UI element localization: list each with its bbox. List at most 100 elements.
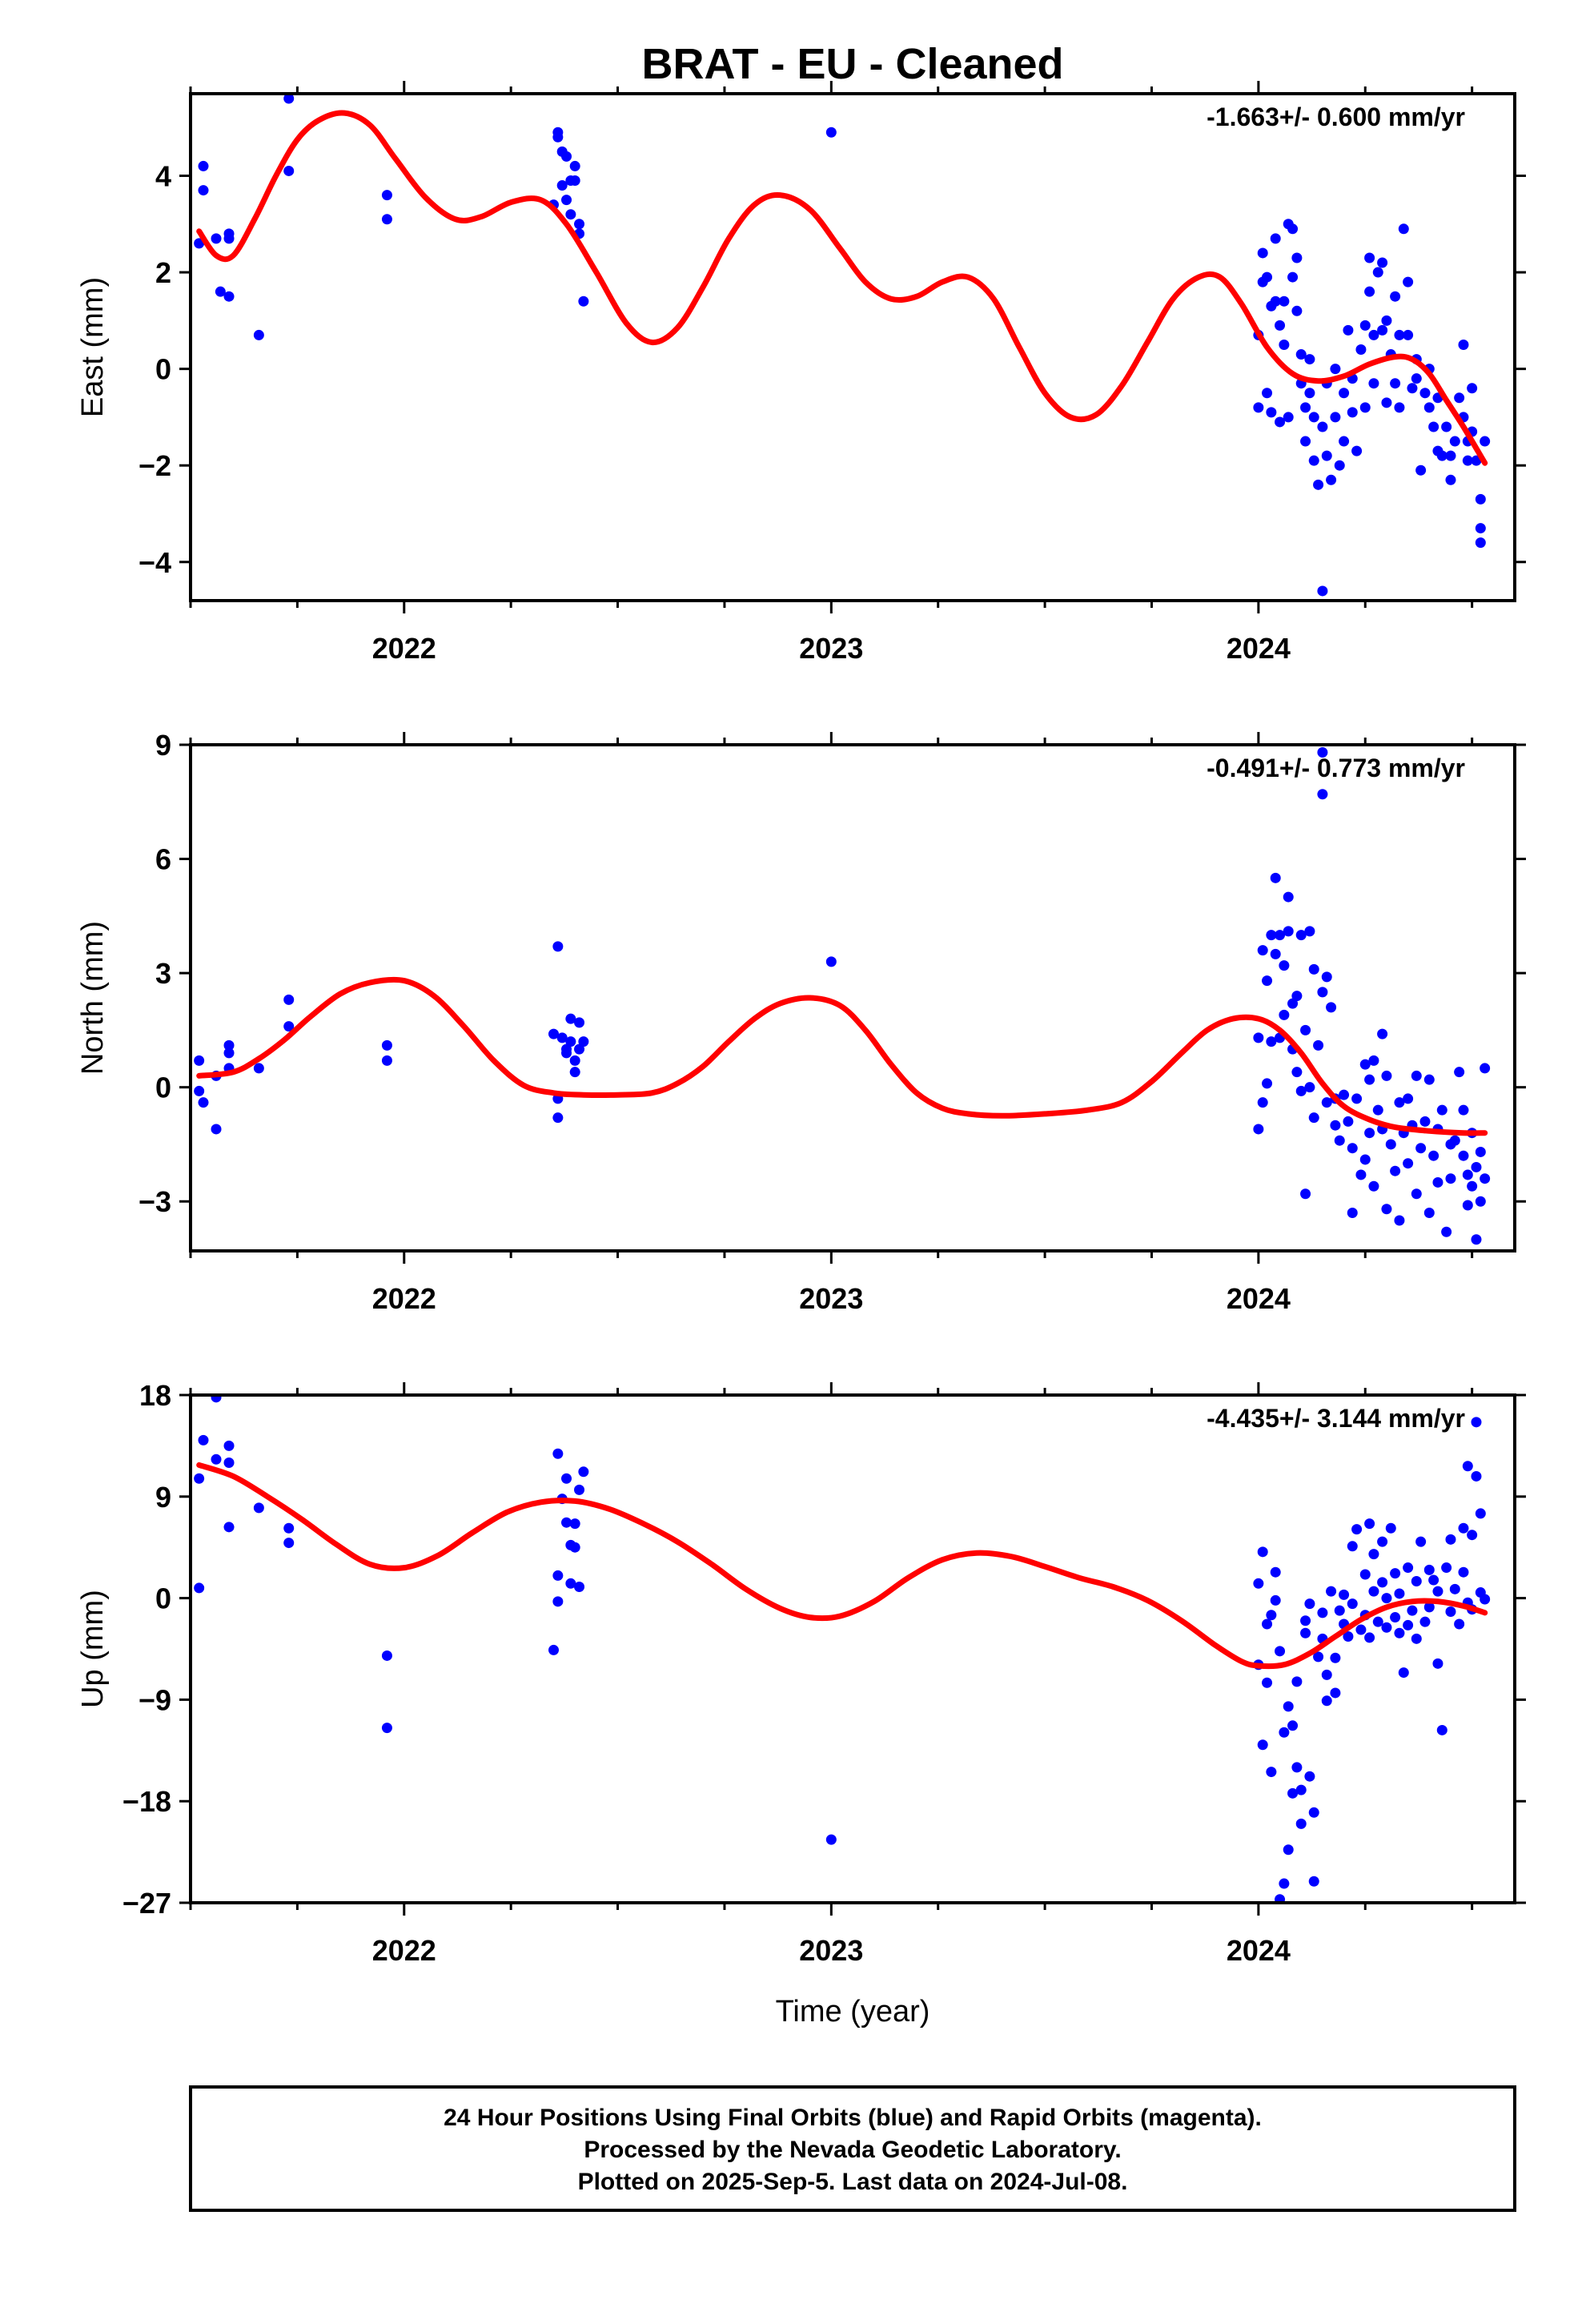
y-tick-label: 0 <box>155 353 171 386</box>
data-point <box>1377 1028 1388 1039</box>
figure-title: BRAT - EU - Cleaned <box>641 40 1063 88</box>
model-curve <box>196 110 1488 466</box>
data-point <box>1368 1549 1379 1560</box>
footer-box: 24 Hour Positions Using Final Orbits (bl… <box>189 2085 1516 2212</box>
data-point <box>1359 1569 1371 1580</box>
data-point <box>1432 1658 1443 1669</box>
x-tick-label: 2022 <box>372 1934 436 1967</box>
data-point <box>1368 329 1379 340</box>
data-point <box>1364 1632 1375 1643</box>
data-point <box>1291 991 1303 1002</box>
data-point <box>1462 1461 1473 1472</box>
data-point <box>211 233 222 244</box>
y-tick-label: −4 <box>139 546 171 579</box>
data-point <box>1295 1818 1307 1829</box>
data-point <box>1262 1677 1273 1688</box>
data-point <box>1262 388 1273 399</box>
plot-frame <box>189 92 1516 602</box>
y-tick-label: −2 <box>139 449 171 482</box>
data-point <box>1458 1522 1469 1534</box>
data-point <box>1449 1135 1460 1146</box>
data-point <box>1279 1878 1290 1889</box>
data-point <box>1480 1594 1491 1605</box>
data-point <box>1295 1784 1307 1795</box>
data-point <box>1381 1622 1392 1633</box>
data-point <box>1355 344 1367 356</box>
plot-area <box>194 1395 1491 1903</box>
data-point <box>1291 1762 1303 1773</box>
data-point <box>1326 1002 1337 1013</box>
plot-area <box>194 747 1491 1245</box>
y-tick-label: 9 <box>155 1481 171 1514</box>
data-point <box>1291 252 1303 263</box>
data-point <box>1347 1143 1358 1154</box>
data-point <box>1321 1695 1332 1707</box>
data-point <box>1347 1598 1358 1610</box>
data-point <box>1428 421 1439 432</box>
y-tick-label: 3 <box>155 957 171 990</box>
data-point <box>1454 392 1465 404</box>
data-point <box>565 209 576 220</box>
data-point <box>1428 1574 1439 1586</box>
data-point <box>1411 1633 1422 1644</box>
data-point <box>1390 378 1401 389</box>
data-point <box>1330 412 1341 423</box>
data-point <box>574 1484 585 1495</box>
data-point <box>1321 1097 1332 1108</box>
data-point <box>1262 1618 1273 1630</box>
data-point <box>1441 421 1452 432</box>
data-point <box>1403 329 1414 340</box>
data-point <box>1462 455 1473 466</box>
data-point <box>565 1036 576 1047</box>
data-point <box>1475 493 1486 505</box>
data-point <box>561 1047 572 1059</box>
y-tick-label: −3 <box>139 1185 171 1218</box>
data-point <box>223 1522 235 1533</box>
data-point <box>198 185 209 196</box>
data-point <box>1368 378 1379 389</box>
data-point <box>1372 267 1383 278</box>
data-point <box>556 1032 568 1043</box>
data-point <box>1445 450 1456 461</box>
panel-3: −27 −18 −9 0 9 18 2022 2023 2024 -4.435+/- 3.144 … <box>76 1379 1526 2028</box>
data-point <box>1364 252 1375 263</box>
panel-1: −4 −2 0 2 4 2022 2023 2024 -1.663+/- 0.600 mm/yr… <box>76 81 1526 665</box>
data-point <box>1287 1720 1299 1731</box>
data-point <box>1449 436 1460 447</box>
data-point <box>194 1055 205 1066</box>
data-point <box>552 131 564 143</box>
data-point <box>1467 1180 1478 1192</box>
data-point <box>1368 1180 1379 1192</box>
data-point <box>1377 324 1388 336</box>
data-point <box>1339 1589 1350 1600</box>
data-point <box>1270 1566 1281 1578</box>
data-point <box>1462 1169 1473 1180</box>
data-point <box>1283 926 1294 937</box>
data-point <box>1308 1112 1319 1124</box>
y-axis-label: North (mm) <box>76 921 110 1075</box>
data-point <box>1467 383 1478 394</box>
data-point <box>1308 455 1319 466</box>
data-point <box>1266 407 1277 418</box>
data-point <box>1394 1627 1405 1638</box>
data-point <box>381 1723 392 1734</box>
data-point <box>1423 402 1435 413</box>
data-point <box>1295 349 1307 360</box>
data-point <box>283 1538 295 1549</box>
rate-label: -4.435+/- 3.144 mm/yr <box>1207 1404 1465 1433</box>
data-point <box>552 1570 564 1581</box>
data-point <box>1279 339 1290 350</box>
data-point <box>1262 975 1273 987</box>
data-point <box>1287 271 1299 283</box>
data-point <box>223 233 235 244</box>
data-point <box>1364 1518 1375 1530</box>
data-point <box>1390 291 1401 302</box>
data-point <box>1351 1524 1363 1535</box>
data-point <box>253 329 264 340</box>
data-point <box>1275 416 1286 428</box>
data-point <box>825 127 837 138</box>
y-tick-label: 9 <box>155 729 171 762</box>
x-axis-label: Time (year) <box>776 1995 930 2028</box>
data-point <box>1403 1619 1414 1630</box>
